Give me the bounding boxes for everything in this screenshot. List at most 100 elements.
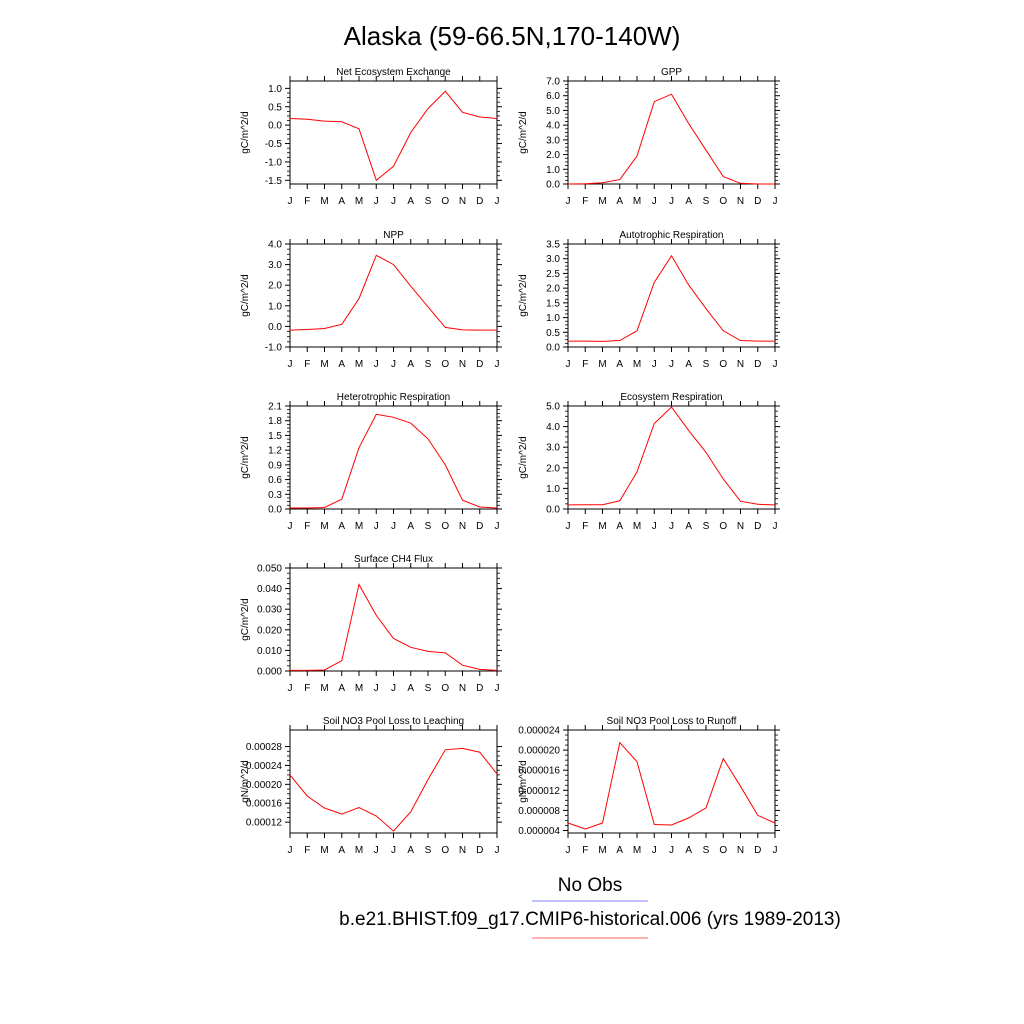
y-tick-label: 0.000024	[518, 726, 560, 737]
x-tick-label: M	[355, 359, 363, 370]
series-line	[568, 254, 775, 342]
x-tick-label: M	[320, 683, 328, 694]
x-tick-label: J	[669, 359, 674, 370]
y-tick-label: 0.00020	[246, 780, 283, 791]
x-tick-label: O	[441, 683, 449, 694]
x-tick-label: A	[685, 845, 692, 856]
x-tick-label: A	[616, 359, 623, 370]
y-tick-label: 0.000	[257, 667, 282, 678]
panels-group: Net Ecosystem Exchange -1.5 -1.0 -0.5 0.0 0.5…	[240, 67, 780, 856]
y-tick-label: 0.010	[257, 646, 282, 657]
x-tick-label: J	[669, 521, 674, 532]
series-line	[289, 747, 498, 832]
x-tick-label: F	[582, 845, 588, 856]
x-tick-label: A	[685, 196, 692, 207]
x-tick-label: F	[582, 196, 588, 207]
panel-7: Soil NO3 Pool Loss to Leaching 0.00012 0.0…	[240, 716, 502, 856]
x-tick-label: M	[355, 521, 363, 532]
y-tick-label: 0.5	[546, 328, 560, 339]
y-tick-label: 1.0	[546, 484, 560, 495]
y-tick-label: 0.6	[268, 475, 282, 486]
panel-0: Net Ecosystem Exchange -1.5 -1.0 -0.5 0.0 0.5…	[240, 67, 502, 207]
x-tick-label: J	[652, 845, 657, 856]
x-tick-label: M	[598, 196, 606, 207]
y-tick-label: 6.0	[546, 91, 560, 102]
x-tick-label: D	[754, 845, 761, 856]
x-tick-label: F	[304, 359, 310, 370]
y-tick-label: 3.0	[268, 260, 282, 271]
x-tick-label: J	[566, 845, 571, 856]
y-tick-label: 1.2	[268, 446, 282, 457]
x-tick-label: O	[441, 359, 449, 370]
x-tick-label: A	[407, 521, 414, 532]
x-tick-label: J	[669, 196, 674, 207]
y-tick-label: 3.5	[546, 240, 560, 251]
x-tick-label: A	[685, 359, 692, 370]
series-line	[290, 583, 498, 671]
y-tick-label: 0.00016	[246, 799, 283, 810]
x-tick-label: A	[407, 359, 414, 370]
figure-title: Alaska (59-66.5N,170-140W)	[344, 21, 681, 51]
y-tick-label: 0.9	[268, 460, 282, 471]
y-tick-label: 3.0	[546, 443, 560, 454]
x-tick-label: S	[425, 521, 432, 532]
x-tick-label: J	[374, 683, 379, 694]
y-tick-label: 0.000020	[518, 746, 560, 757]
legend-label-obs: No Obs	[558, 875, 622, 896]
x-tick-label: J	[669, 845, 674, 856]
x-tick-label: O	[719, 845, 727, 856]
y-tick-label: 4.0	[546, 121, 560, 132]
x-tick-label: N	[737, 359, 744, 370]
legend-label-model: b.e21.BHIST.f09_g17.CMIP6-historical.006…	[339, 909, 841, 930]
y-tick-label: 1.0	[546, 313, 560, 324]
x-tick-label: O	[441, 196, 449, 207]
x-tick-label: J	[495, 196, 500, 207]
x-tick-label: J	[391, 359, 396, 370]
x-tick-label: J	[652, 196, 657, 207]
y-tick-label: 1.5	[546, 298, 560, 309]
x-tick-label: N	[737, 845, 744, 856]
y-tick-label: 0.0	[268, 322, 282, 333]
y-tick-label: 3.0	[546, 135, 560, 146]
y-tick-label: 0.0	[546, 180, 560, 191]
x-tick-label: N	[737, 521, 744, 532]
x-tick-label: A	[407, 683, 414, 694]
x-tick-label: D	[754, 359, 761, 370]
y-tick-label: 2.0	[268, 281, 282, 292]
x-tick-label: J	[495, 845, 500, 856]
y-axis-label: gC/m^2/d	[240, 436, 251, 479]
x-tick-label: O	[441, 845, 449, 856]
panel-title: Autotrophic Respiration	[620, 230, 724, 241]
x-tick-label: M	[355, 196, 363, 207]
y-tick-label: 0.050	[257, 564, 282, 575]
x-tick-label: N	[459, 359, 466, 370]
x-tick-label: D	[476, 845, 483, 856]
x-tick-label: M	[355, 683, 363, 694]
x-tick-label: O	[719, 359, 727, 370]
x-tick-label: O	[719, 521, 727, 532]
x-tick-label: M	[320, 521, 328, 532]
panel-3: Autotrophic Respiration 0.0 0.5 1.0 1.5 2.0 2.…	[518, 230, 780, 370]
y-tick-label: 1.0	[268, 84, 282, 95]
series-line	[567, 93, 775, 185]
x-tick-label: F	[304, 521, 310, 532]
x-tick-label: J	[288, 359, 293, 370]
y-axis-label: gC/m^2/d	[518, 274, 529, 317]
series-line	[289, 254, 497, 331]
panel-2: NPP-1.00.01.02.03.04.0J F M A M J J A S O N D JgC/m^…	[240, 230, 502, 370]
panel-title: Soil NO3 Pool Loss to Leaching	[323, 716, 464, 727]
y-tick-label: 0.0	[268, 121, 282, 132]
series-line	[567, 406, 776, 506]
y-axis-label: gC/m^2/d	[240, 598, 251, 641]
y-tick-label: 1.0	[268, 301, 282, 312]
x-tick-label: J	[288, 683, 293, 694]
y-tick-label: 0.00028	[246, 742, 283, 753]
y-axis-label: gC/m^2/d	[240, 274, 251, 317]
series-line	[289, 90, 498, 182]
x-tick-label: D	[754, 521, 761, 532]
y-tick-label: 1.5	[268, 431, 282, 442]
x-tick-label: S	[425, 683, 432, 694]
y-tick-label: 0.000016	[518, 766, 560, 777]
x-tick-label: O	[441, 521, 449, 532]
x-tick-label: N	[459, 845, 466, 856]
